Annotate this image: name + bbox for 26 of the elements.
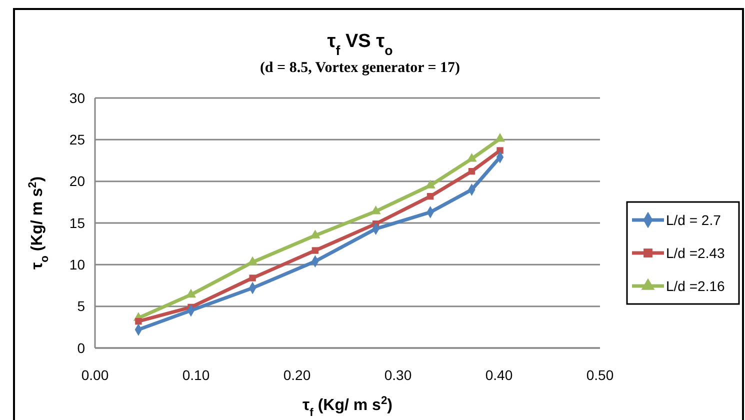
x-tick-label: 0.40: [485, 367, 513, 383]
x-tick-label: 0.20: [283, 367, 311, 383]
point: [494, 132, 506, 142]
x-tick-label: 0.30: [384, 367, 412, 383]
chart-title: τ$_{f}$ VS τ$_{o}$: [327, 31, 393, 58]
x-axis-title: τ$_{f}$ (Kg/ m s$^{2}$): [302, 395, 392, 419]
y-tick-label: 10: [69, 256, 86, 273]
y-tick-label: 20: [69, 173, 86, 190]
x-tick-label: 0.00: [81, 367, 109, 383]
y-tick-label: 30: [69, 90, 86, 106]
y-tick-label: 25: [69, 132, 86, 148]
point: [468, 168, 476, 175]
point: [312, 247, 319, 254]
point: [135, 318, 142, 325]
legend-label: L/d =2.16: [666, 278, 725, 294]
chart-subtitle: (d = 8.5, Vortex generator = 17): [260, 60, 460, 76]
point: [426, 192, 434, 200]
x-tick-label: 0.50: [586, 367, 614, 383]
legend-label: L/d = 2.7: [666, 212, 722, 228]
y-tick-label: 0: [77, 340, 86, 356]
point: [249, 274, 256, 282]
x-tick-label: 0.10: [182, 367, 210, 383]
legend-label: L/d =2.43: [666, 244, 725, 261]
y-tick-label: 15: [69, 214, 86, 231]
y-tick-label: 5: [77, 298, 86, 314]
point: [466, 152, 477, 162]
